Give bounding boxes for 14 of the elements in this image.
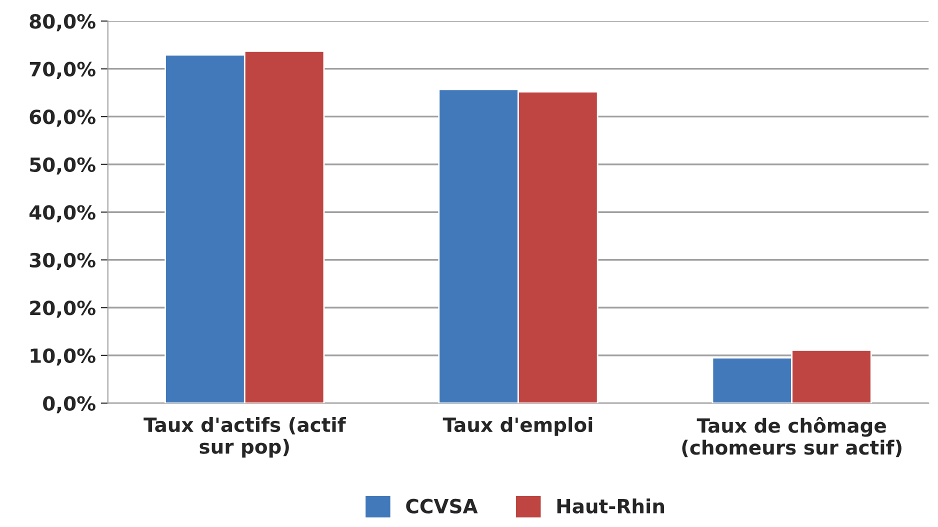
y-tick-label: 30,0% bbox=[30, 252, 96, 270]
y-tick-label: 0,0% bbox=[43, 396, 96, 414]
y-tick-label: 40,0% bbox=[29, 205, 96, 222]
y-tick-label: 20,0% bbox=[30, 300, 96, 318]
x-tick-label: Taux de chômage (chomeurs sur actif) bbox=[682, 417, 902, 458]
y-tick-label: 70,0% bbox=[30, 62, 96, 79]
y-tick-label: 50,0% bbox=[30, 157, 96, 175]
x-tick-label: Taux d'actifs (actif sur pop) bbox=[144, 417, 346, 458]
legend-label: Haut-Rhin bbox=[557, 498, 664, 514]
y-tick-label: 10,0% bbox=[30, 348, 96, 366]
legend-label: CCVSA bbox=[406, 498, 478, 514]
y-tick-label: 60,0% bbox=[30, 110, 96, 127]
x-tick-label: Taux d'emploi bbox=[442, 417, 592, 436]
y-tick-label: 80,0% bbox=[30, 14, 96, 32]
